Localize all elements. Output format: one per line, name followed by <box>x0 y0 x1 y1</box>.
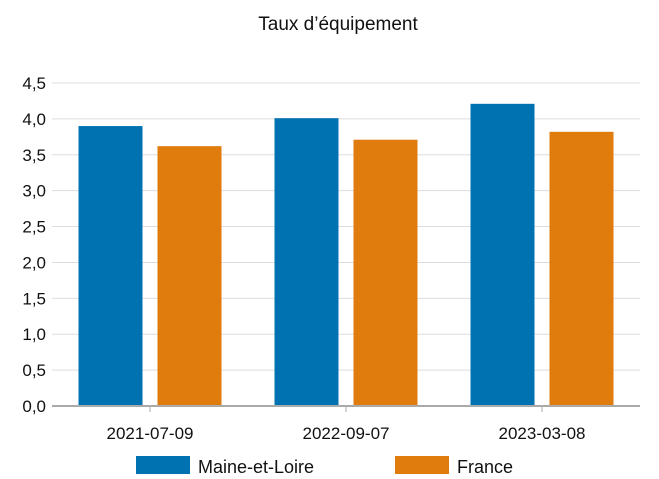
x-tick-label: 2023-03-08 <box>499 424 586 443</box>
bar-maine-et-loire-2021-07-09[interactable] <box>78 126 143 407</box>
bar-france-2021-07-09[interactable] <box>157 146 222 407</box>
x-axis: 2021-07-09 2022-09-07 2023-03-08 <box>52 405 640 443</box>
legend-label: France <box>457 457 513 474</box>
y-tick-label: 0,5 <box>22 361 46 380</box>
bar-france-2023-03-08[interactable] <box>549 131 614 406</box>
legend[interactable]: Maine-et-Loire France <box>136 456 513 477</box>
y-tick-label: 1,5 <box>22 289 46 308</box>
bars-layer <box>78 103 614 407</box>
legend-swatch <box>395 456 449 476</box>
legend-item-maine-et-loire[interactable]: Maine-et-Loire <box>136 456 314 477</box>
y-tick-label: 3,0 <box>22 182 46 201</box>
y-tick-label: 4,5 <box>22 74 46 93</box>
y-tick-label: 0,0 <box>22 397 46 416</box>
y-tick-label: 2,0 <box>22 253 46 272</box>
bar-maine-et-loire-2023-03-08[interactable] <box>470 103 535 406</box>
x-tick-label: 2022-09-07 <box>303 424 390 443</box>
y-tick-label: 2,5 <box>22 218 46 237</box>
y-axis: 0,0 0,5 1,0 1,5 2,0 2,5 3,0 3,5 4,0 4,5 <box>22 74 46 416</box>
legend-item-france[interactable]: France <box>395 456 513 477</box>
x-tick-label: 2021-07-09 <box>107 424 194 443</box>
bar-maine-et-loire-2022-09-07[interactable] <box>274 118 339 406</box>
y-tick-label: 3,5 <box>22 146 46 165</box>
y-tick-label: 1,0 <box>22 325 46 344</box>
grid-layer <box>52 82 640 371</box>
chart-title: Taux d’équipement <box>258 14 418 35</box>
legend-swatch <box>136 456 190 476</box>
bar-france-2022-09-07[interactable] <box>353 139 418 406</box>
legend-label: Maine-et-Loire <box>198 457 314 474</box>
y-tick-label: 4,0 <box>22 110 46 129</box>
